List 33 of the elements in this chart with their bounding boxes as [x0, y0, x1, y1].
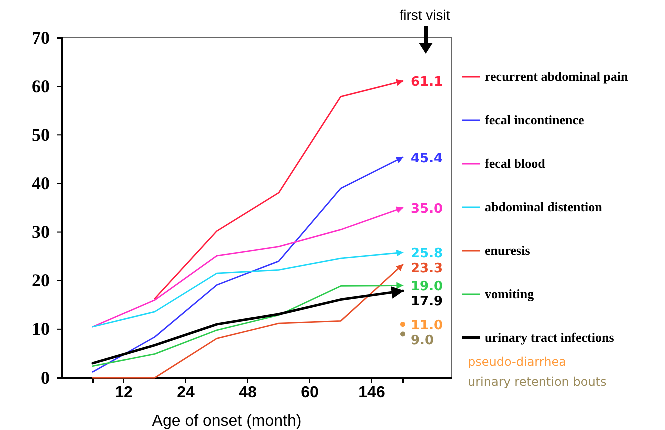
legend-label: urinary tract infections [485, 330, 614, 345]
y-tick-label: 30 [32, 222, 50, 242]
data-label: 35.0 [411, 202, 444, 217]
x-axis-title: Age of onset (month) [152, 413, 302, 430]
text: pseudo-diarrhea [468, 355, 566, 369]
data-label: 17.9 [411, 294, 444, 310]
data-label: 25.8 [411, 246, 444, 262]
x-tick-label: 146 [358, 384, 386, 402]
y-tick-label: 60 [32, 76, 50, 96]
y-tick-label: 40 [32, 173, 50, 194]
legend-label: abdominal distention [485, 200, 604, 214]
x-tick-label: 24 [177, 384, 195, 402]
legend-label: fecal blood [485, 156, 546, 171]
text: urinary retention bouts [468, 375, 607, 389]
data-label: 9.0 [411, 334, 434, 349]
y-tick-label: 10 [32, 319, 50, 340]
legend-label: fecal incontinence [485, 112, 585, 128]
y-tick-label: 0 [41, 368, 50, 388]
data-label: 11.0 [411, 318, 444, 334]
legend-label: enuresis [485, 243, 530, 258]
text: first visit [400, 7, 450, 23]
y-tick-label: 20 [32, 270, 50, 291]
x-tick-label: 12 [115, 384, 133, 402]
y-tick-label: 70 [32, 28, 50, 48]
data-label: 45.4 [411, 151, 444, 166]
legend-label: recurrent abdominal pain [485, 69, 630, 84]
x-tick-label: 48 [239, 384, 257, 402]
x-tick-label: 60 [301, 384, 319, 402]
data-label: 19.0 [411, 280, 444, 295]
y-tick-label: 50 [32, 124, 50, 145]
legend-label: vomiting [485, 286, 535, 302]
data-label: 23.3 [411, 262, 444, 277]
data-label: 61.1 [411, 75, 444, 90]
